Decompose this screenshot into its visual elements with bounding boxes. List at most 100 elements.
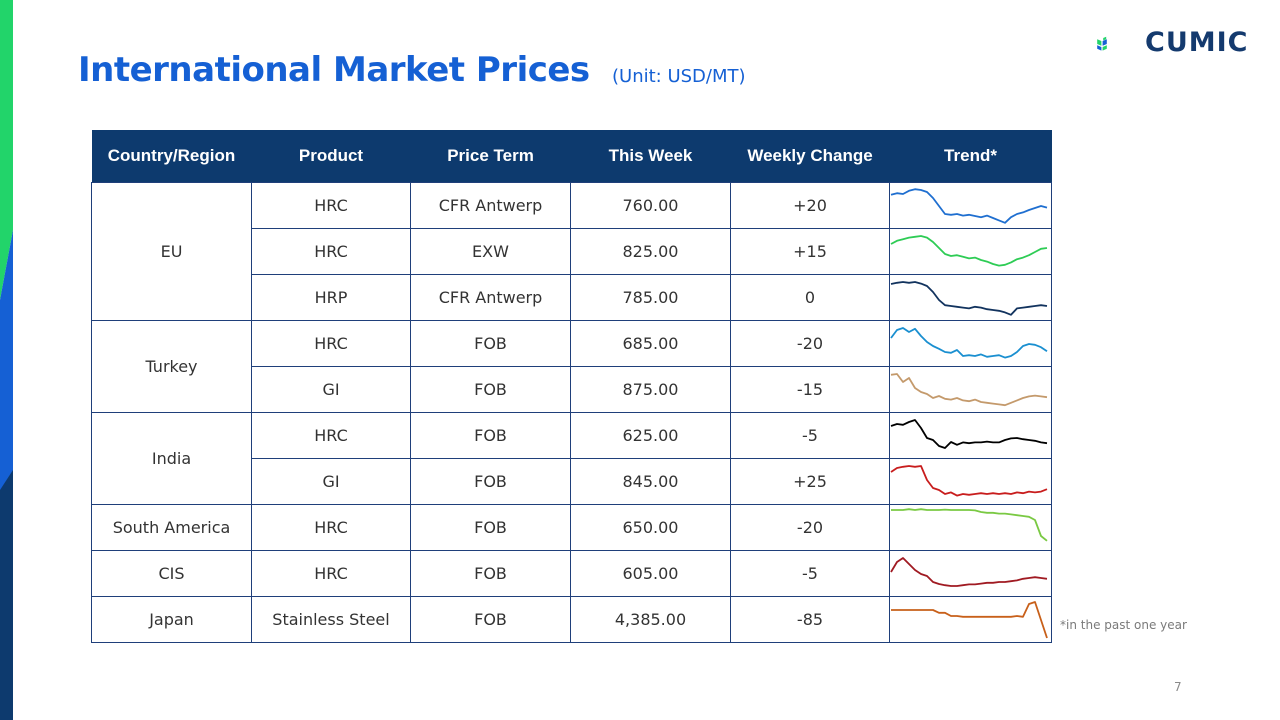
trend-sparkline	[890, 280, 1048, 316]
cell-weekly-change: +15	[730, 228, 890, 275]
cell-product: HRC	[251, 550, 411, 597]
cell-product: HRC	[251, 504, 411, 551]
cell-this-week: 760.00	[570, 182, 731, 229]
cell-product: GI	[251, 458, 411, 505]
trend-sparkline	[890, 187, 1048, 224]
table-row: Japan Stainless Steel FOB 4,385.00 -85	[91, 596, 1052, 643]
table-row: HRC EXW 825.00 +15	[92, 228, 1052, 275]
cell-this-week: 875.00	[570, 366, 731, 413]
cell-this-week: 785.00	[570, 274, 731, 321]
cell-this-week: 605.00	[570, 550, 731, 597]
cell-price-term: EXW	[410, 228, 571, 275]
cell-trend	[889, 182, 1052, 229]
trend-sparkline	[891, 600, 1048, 638]
cell-region: South America	[91, 504, 252, 551]
cell-trend	[889, 550, 1052, 597]
cell-this-week: 845.00	[570, 458, 731, 505]
cell-weekly-change: -20	[730, 504, 890, 551]
trend-sparkline	[890, 464, 1048, 496]
cell-this-week: 685.00	[570, 320, 731, 367]
cell-weekly-change: +25	[730, 458, 890, 505]
trend-line	[891, 600, 1048, 638]
cell-price-term: FOB	[410, 458, 571, 505]
cell-price-term: FOB	[410, 504, 571, 551]
trend-sparkline	[890, 372, 1048, 406]
page-title: International Market Prices	[78, 50, 590, 90]
cell-trend	[889, 320, 1052, 367]
cumic-logo-icon	[1097, 36, 1107, 51]
logo-wordmark: CUMIC	[1145, 27, 1249, 58]
header-product: Product	[251, 130, 411, 183]
cell-product: HRC	[251, 412, 411, 459]
cell-this-week: 825.00	[570, 228, 731, 275]
cell-trend	[889, 596, 1052, 643]
table-row: HRP CFR Antwerp 785.00 0	[92, 274, 1052, 321]
trend-line	[890, 372, 1048, 406]
cell-trend	[889, 228, 1052, 275]
cell-product: HRC	[251, 228, 411, 275]
table-row: South America HRC FOB 650.00 -20	[91, 504, 1052, 551]
cell-price-term: CFR Antwerp	[410, 182, 571, 229]
trend-sparkline	[890, 326, 1048, 358]
cell-trend	[889, 504, 1052, 551]
price-table: Country/Region Product Price Term This W…	[91, 130, 1052, 643]
table-header-row: Country/Region Product Price Term This W…	[91, 130, 1052, 183]
table-row: India HRC FOB 625.00 -5	[91, 412, 1052, 505]
cell-this-week: 625.00	[570, 412, 731, 459]
cell-product: GI	[251, 366, 411, 413]
cell-this-week: 650.00	[570, 504, 731, 551]
trend-line	[890, 556, 1048, 587]
cell-region: CIS	[91, 550, 252, 597]
trend-line	[890, 418, 1048, 449]
header-weekly-change: Weekly Change	[730, 130, 890, 183]
cell-region: Turkey	[91, 320, 252, 413]
header-trend: Trend*	[889, 130, 1052, 183]
cell-region: Japan	[91, 596, 252, 643]
header-this-week: This Week	[570, 130, 731, 183]
cell-weekly-change: -20	[730, 320, 890, 367]
cell-price-term: FOB	[410, 596, 571, 643]
cell-trend	[889, 412, 1052, 459]
cell-product: HRC	[251, 320, 411, 367]
cell-price-term: FOB	[410, 366, 571, 413]
cell-product: HRP	[251, 274, 411, 321]
cell-region: India	[91, 412, 252, 505]
cell-trend	[889, 366, 1052, 413]
cell-price-term: FOB	[410, 412, 571, 459]
page-number: 7	[1174, 680, 1182, 694]
trend-line	[890, 280, 1048, 316]
left-decor-strip	[0, 0, 13, 720]
cell-price-term: FOB	[410, 320, 571, 367]
cell-region: EU	[91, 182, 252, 321]
trend-sparkline	[890, 234, 1048, 266]
cell-trend	[889, 274, 1052, 321]
unit-label: (Unit: USD/MT)	[612, 66, 746, 87]
trend-sparkline	[890, 418, 1048, 449]
cell-weekly-change: -5	[730, 412, 890, 459]
header-price-term: Price Term	[410, 130, 571, 183]
trend-sparkline	[891, 507, 1048, 542]
table-row: GI FOB 875.00 -15	[92, 366, 1052, 413]
trend-sparkline	[890, 556, 1048, 587]
cell-weekly-change: -15	[730, 366, 890, 413]
table-row: Turkey HRC FOB 685.00 -20	[91, 320, 1052, 413]
cell-weekly-change: -85	[730, 596, 890, 643]
cell-weekly-change: 0	[730, 274, 890, 321]
trend-line	[891, 507, 1048, 542]
trend-line	[890, 326, 1048, 358]
table-row: EU HRC CFR Antwerp 760.00 +20	[91, 182, 1052, 321]
cell-product: HRC	[251, 182, 411, 229]
cell-weekly-change: -5	[730, 550, 890, 597]
trend-line	[890, 464, 1048, 496]
table-row: CIS HRC FOB 605.00 -5	[91, 550, 1052, 597]
trend-line	[890, 187, 1048, 224]
cell-this-week: 4,385.00	[570, 596, 731, 643]
trend-line	[890, 234, 1048, 266]
cell-price-term: FOB	[410, 550, 571, 597]
cell-weekly-change: +20	[730, 182, 890, 229]
cell-trend	[889, 458, 1052, 505]
cell-product: Stainless Steel	[251, 596, 411, 643]
header-country: Country/Region	[91, 130, 252, 183]
cell-price-term: CFR Antwerp	[410, 274, 571, 321]
footnote: *in the past one year	[1060, 618, 1187, 632]
